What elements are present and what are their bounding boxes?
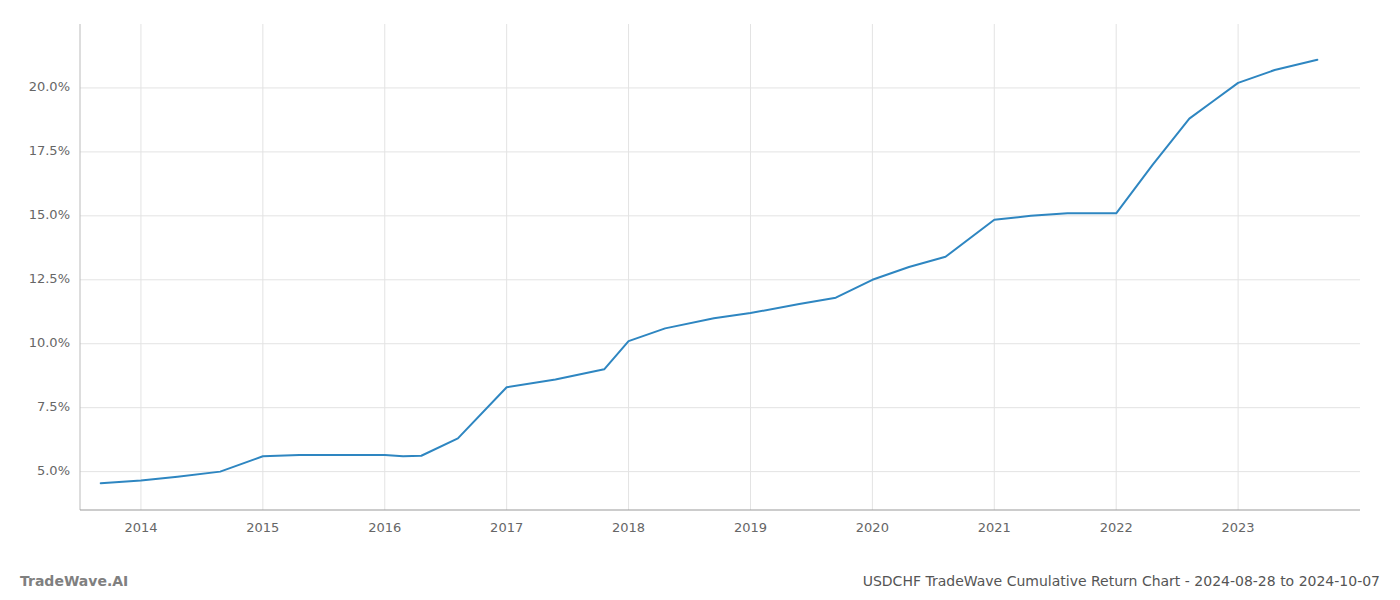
grid-line-x <box>994 24 995 510</box>
grid-line-x <box>262 24 263 510</box>
grid-line-x <box>628 24 629 510</box>
x-tick-label: 2014 <box>124 520 157 535</box>
grid-line-x <box>384 24 385 510</box>
grid-line-y <box>80 215 1360 216</box>
x-tick-label: 2016 <box>368 520 401 535</box>
grid-line-x <box>750 24 751 510</box>
x-tick-label: 2021 <box>978 520 1011 535</box>
x-tick-label: 2015 <box>246 520 279 535</box>
x-tick-label: 2017 <box>490 520 523 535</box>
grid-line-y <box>80 151 1360 152</box>
grid-line-x <box>506 24 507 510</box>
y-tick-label: 20.0% <box>29 79 70 94</box>
grid-line-x <box>1116 24 1117 510</box>
grid-line-x <box>1238 24 1239 510</box>
y-tick-label: 17.5% <box>29 143 70 158</box>
y-axis-line <box>80 24 81 510</box>
y-tick-label: 15.0% <box>29 207 70 222</box>
x-tick-label: 2019 <box>734 520 767 535</box>
y-tick-label: 12.5% <box>29 271 70 286</box>
y-tick-label: 10.0% <box>29 335 70 350</box>
line <box>101 60 1318 483</box>
x-tick-label: 2022 <box>1100 520 1133 535</box>
grid-line-x <box>872 24 873 510</box>
grid-line-y <box>80 279 1360 280</box>
grid-line-y <box>80 87 1360 88</box>
grid-line-y <box>80 471 1360 472</box>
y-tick-label: 5.0% <box>37 463 70 478</box>
x-tick-label: 2018 <box>612 520 645 535</box>
x-tick-label: 2020 <box>856 520 889 535</box>
watermark: TradeWave.AI <box>20 573 128 589</box>
y-tick-label: 7.5% <box>37 399 70 414</box>
grid-line-x <box>140 24 141 510</box>
grid-line-y <box>80 407 1360 408</box>
title: USDCHF TradeWave Cumulative Return Chart… <box>863 573 1380 589</box>
axes: 5.0% 7.5% 10.0% 12.5% 15.0% 17.5% 20.0% 2014 201… <box>29 24 1360 535</box>
background <box>0 0 1400 600</box>
grid-line-y <box>80 343 1360 344</box>
x-tick-label: 2023 <box>1222 520 1255 535</box>
grid <box>80 24 1360 510</box>
plot-area <box>101 60 1318 483</box>
chart: 5.0% 7.5% 10.0% 12.5% 15.0% 17.5% 20.0% 2014 201… <box>0 0 1400 600</box>
x-axis-line <box>80 510 1360 511</box>
